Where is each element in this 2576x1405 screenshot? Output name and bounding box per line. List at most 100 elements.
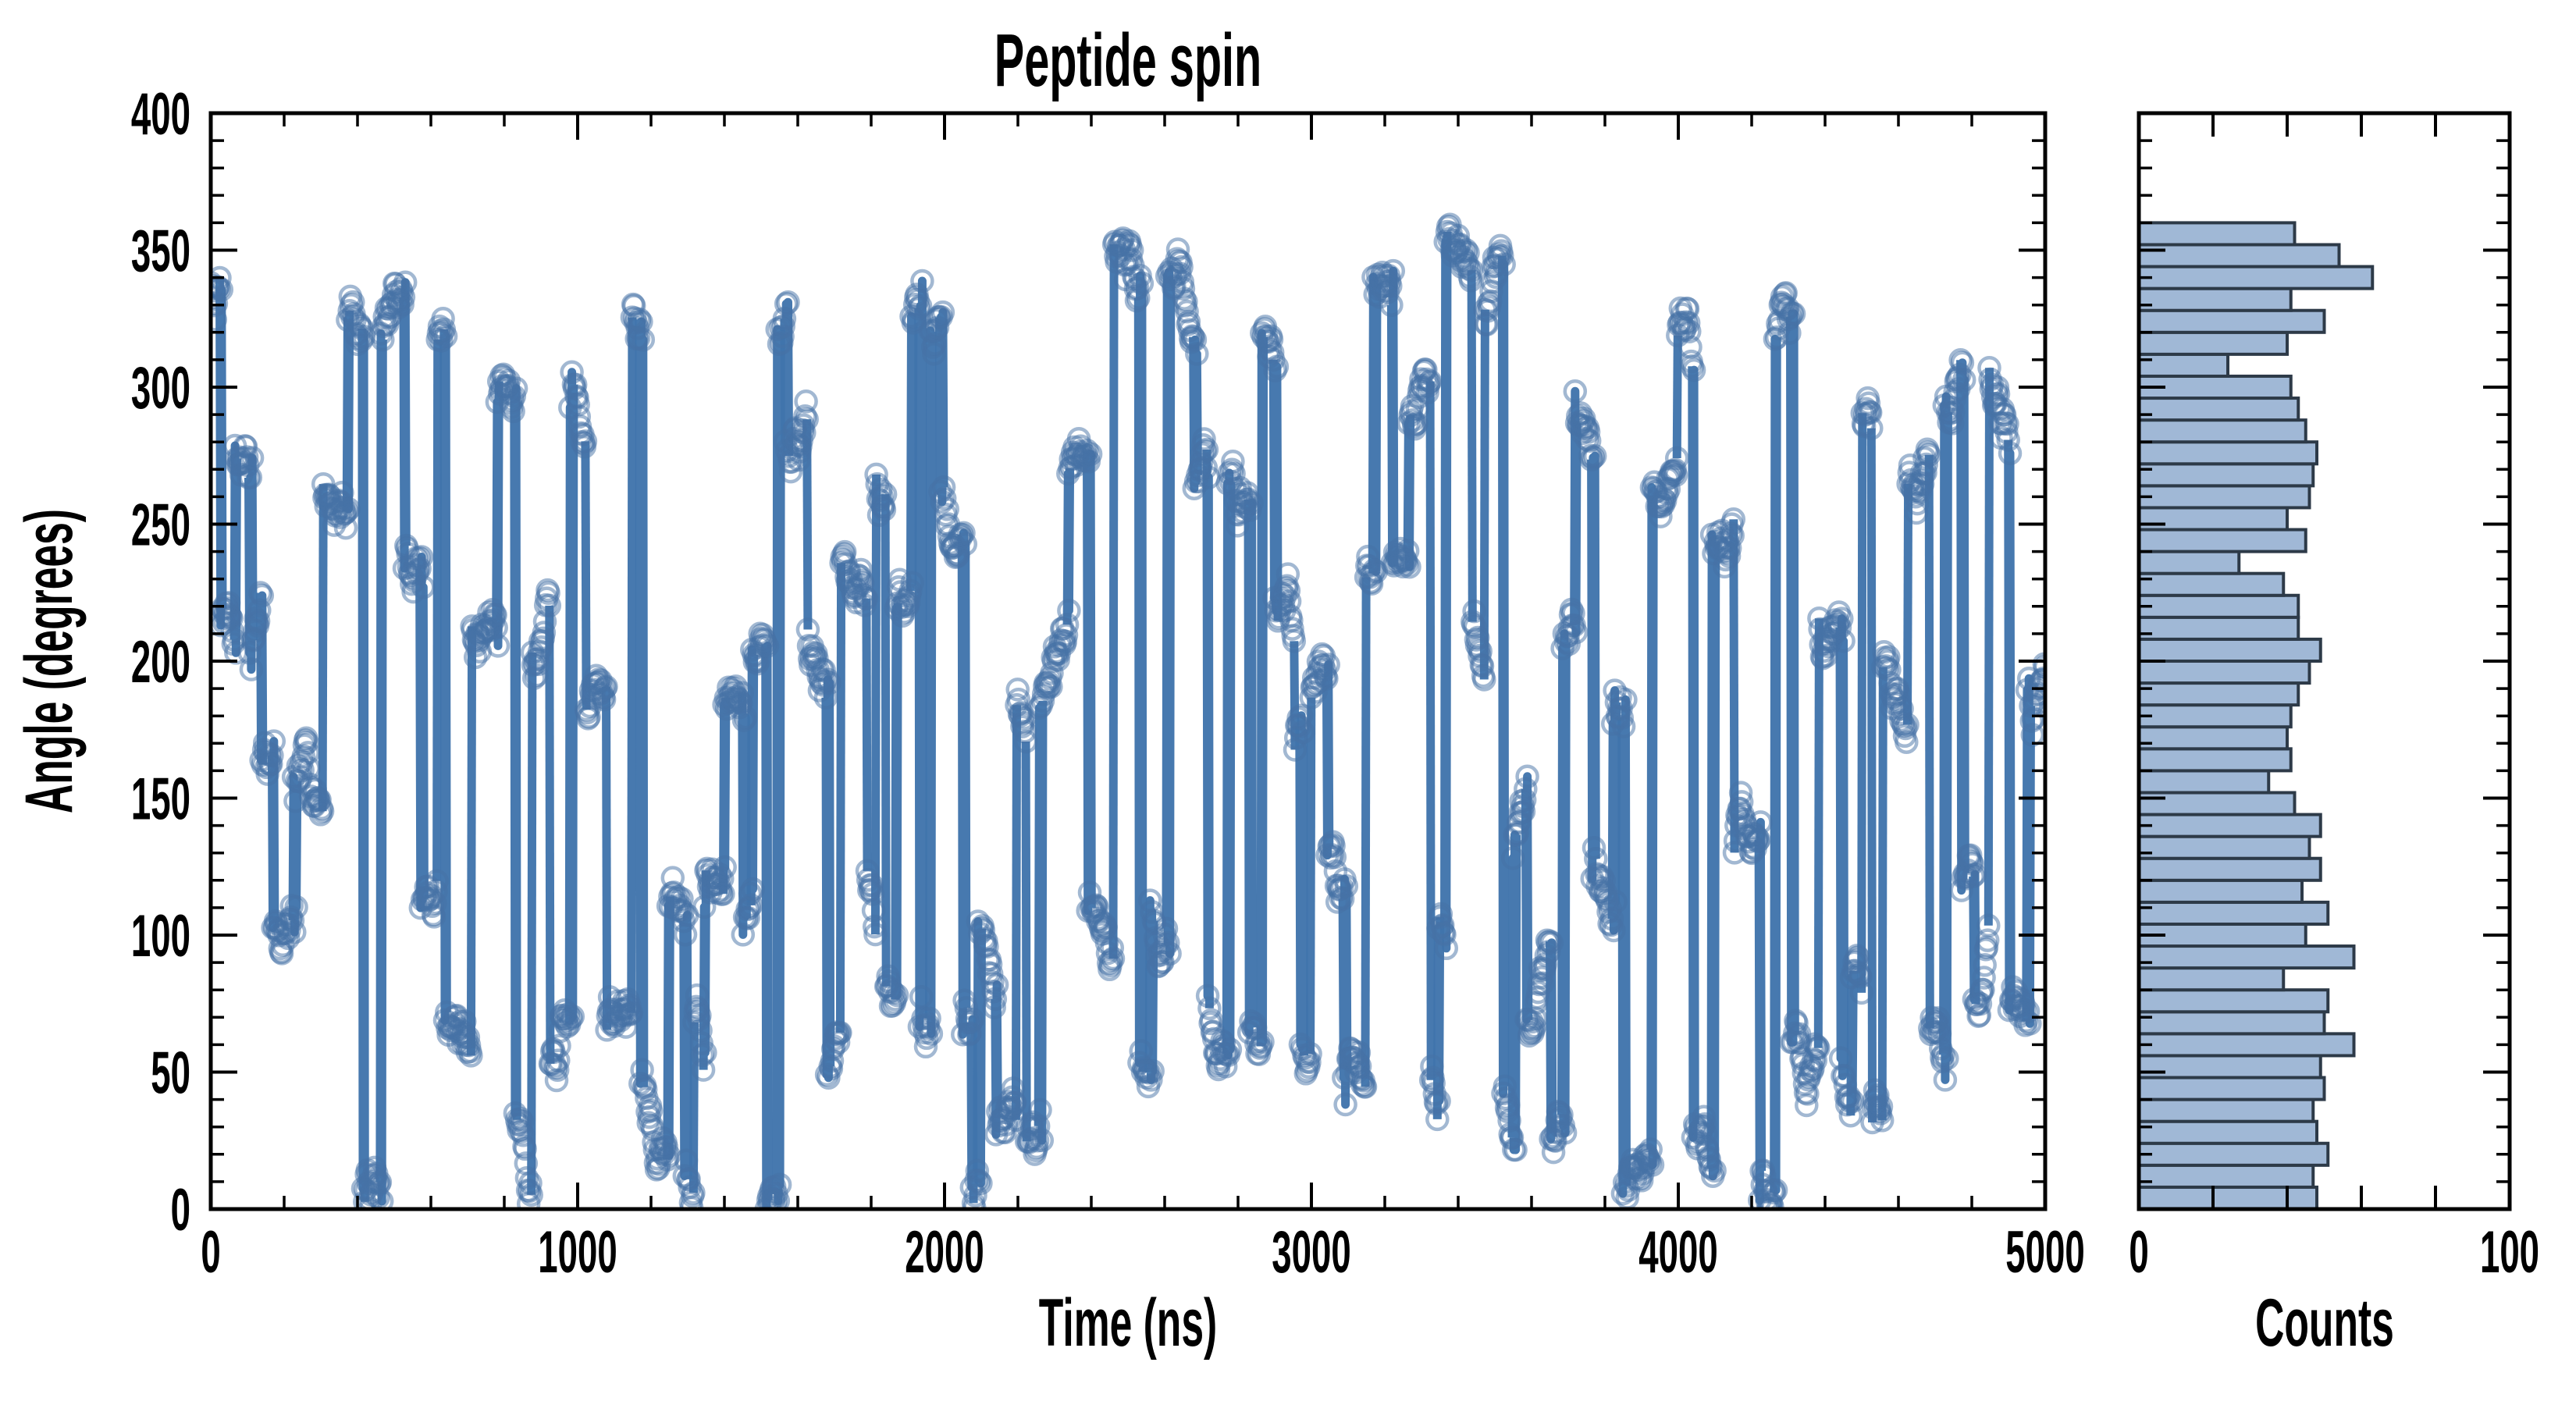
scatter-point bbox=[1221, 449, 1245, 474]
scatter-point bbox=[711, 881, 735, 906]
scatter-point bbox=[560, 360, 584, 385]
scatter-point bbox=[2014, 1008, 2039, 1033]
scatter-point bbox=[1404, 411, 1429, 436]
trajectory-segment bbox=[1108, 244, 1119, 959]
scatter-point bbox=[1395, 539, 1420, 564]
scatter-point bbox=[710, 866, 735, 891]
trajectory-segment bbox=[1256, 329, 1268, 1047]
scatter-point bbox=[688, 1019, 713, 1043]
scatter-point bbox=[1952, 368, 1976, 392]
tick-label: 200 bbox=[131, 629, 190, 695]
scatter-point bbox=[1222, 461, 1246, 486]
scatter-point bbox=[1156, 930, 1180, 955]
histogram-bar bbox=[2139, 703, 2293, 729]
scatter-point bbox=[1100, 936, 1125, 960]
scatter-point bbox=[1026, 1114, 1051, 1138]
scatter-point bbox=[1950, 350, 1975, 375]
scatter-point bbox=[220, 619, 244, 643]
trajectory-segment bbox=[564, 368, 578, 1025]
histogram-bar bbox=[2139, 593, 2300, 619]
scatter-point bbox=[1078, 442, 1103, 466]
scatter-point bbox=[979, 962, 1004, 986]
scatter-point bbox=[1830, 606, 1854, 631]
trajectory-segment bbox=[1646, 483, 1658, 1169]
scatter-point bbox=[691, 1058, 716, 1082]
scatter-point bbox=[1603, 889, 1628, 914]
trajectory-segment bbox=[1295, 711, 1308, 1056]
scatter-point bbox=[677, 1167, 701, 1191]
scatter-point bbox=[1418, 369, 1443, 393]
scatter-point bbox=[1394, 551, 1419, 576]
scatter-point bbox=[828, 1020, 852, 1045]
scatter-point bbox=[631, 327, 656, 352]
scatter-point bbox=[1119, 238, 1144, 262]
scatter-point bbox=[984, 973, 1009, 997]
scatter-point bbox=[545, 1058, 570, 1082]
trajectory-segment bbox=[581, 441, 591, 710]
trajectory-segment bbox=[288, 772, 302, 937]
scatter-point bbox=[690, 1043, 715, 1068]
tick-label: 0 bbox=[201, 1219, 220, 1286]
scatter-point bbox=[792, 420, 817, 445]
x-axis-label-time: Time (ns) bbox=[1038, 1286, 1218, 1361]
histogram-bars-layer bbox=[2139, 221, 2375, 1209]
scatter-point bbox=[693, 1040, 717, 1065]
histogram-bar bbox=[2139, 1054, 2322, 1080]
scatter-point bbox=[424, 879, 448, 903]
trajectory-segment bbox=[1835, 614, 1849, 1080]
scatter-point bbox=[1614, 688, 1638, 712]
scatter-point bbox=[1322, 834, 1346, 858]
scatter-point bbox=[1926, 1006, 1950, 1030]
scatter-point bbox=[1564, 620, 1589, 645]
scatter-point bbox=[1190, 441, 1215, 466]
scatter-point bbox=[1075, 439, 1099, 463]
scatter-point bbox=[592, 687, 617, 712]
scatter-point bbox=[1276, 562, 1300, 586]
scatter-point bbox=[958, 1021, 982, 1046]
scatter-point bbox=[1992, 402, 2017, 427]
scatter-point bbox=[1425, 1107, 1450, 1132]
scatter-point bbox=[295, 730, 319, 755]
scatter-point bbox=[1940, 411, 1965, 436]
histogram-bar bbox=[2139, 286, 2293, 312]
scatter-point bbox=[1094, 915, 1118, 940]
scatter-point bbox=[1218, 1037, 1243, 1062]
histogram-bar bbox=[2139, 813, 2322, 838]
trajectory-segment bbox=[1133, 271, 1147, 1072]
scatter-point bbox=[453, 1009, 477, 1033]
scatter-point bbox=[1781, 301, 1806, 326]
scatter-point bbox=[250, 583, 275, 608]
trajectory-segment bbox=[1924, 454, 1934, 1029]
scatter-point bbox=[1265, 354, 1290, 379]
trajectory-segment bbox=[1403, 414, 1415, 571]
scatter-point bbox=[1664, 446, 1689, 471]
scatter-point bbox=[935, 497, 959, 521]
scatter-point bbox=[1763, 1178, 1788, 1203]
scatter-point bbox=[1877, 645, 1901, 669]
scatter-point bbox=[1240, 491, 1264, 515]
trajectory-segment bbox=[1770, 334, 1781, 1195]
trajectory-segment bbox=[1440, 231, 1452, 953]
scatter-point bbox=[983, 987, 1008, 1012]
scatter-point bbox=[1002, 1090, 1027, 1115]
trajectory-segment bbox=[1521, 772, 1533, 1024]
histogram-bar bbox=[2139, 725, 2289, 751]
scatter-point bbox=[629, 309, 653, 334]
scatter-point bbox=[1848, 964, 1873, 989]
scatter-point bbox=[741, 877, 765, 902]
scatter-point bbox=[1316, 653, 1340, 677]
scatter-point bbox=[1960, 852, 1984, 876]
scatter-point bbox=[211, 291, 229, 316]
histogram-bar bbox=[2139, 550, 2241, 575]
scatter-point bbox=[1500, 1126, 1525, 1150]
scatter-point bbox=[730, 681, 754, 705]
trajectory-segment bbox=[318, 484, 328, 812]
scatter-point bbox=[1291, 720, 1315, 745]
scatter-point bbox=[952, 521, 976, 546]
trajectory-segment bbox=[1244, 499, 1258, 1037]
axis-ticks bbox=[209, 112, 2511, 1211]
scatter-point bbox=[483, 603, 507, 628]
scatter-point bbox=[513, 1136, 537, 1161]
scatter-point bbox=[1379, 293, 1404, 318]
